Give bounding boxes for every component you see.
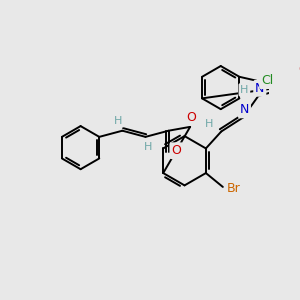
Text: O: O <box>171 144 181 157</box>
Text: H: H <box>144 142 152 152</box>
Text: Br: Br <box>227 182 241 195</box>
Text: O: O <box>298 63 300 76</box>
Text: H: H <box>114 116 123 126</box>
Text: N: N <box>240 103 249 116</box>
Text: Cl: Cl <box>261 74 273 87</box>
Text: H: H <box>205 119 213 129</box>
Text: H: H <box>240 85 249 95</box>
Text: O: O <box>186 111 196 124</box>
Text: N: N <box>255 82 265 95</box>
